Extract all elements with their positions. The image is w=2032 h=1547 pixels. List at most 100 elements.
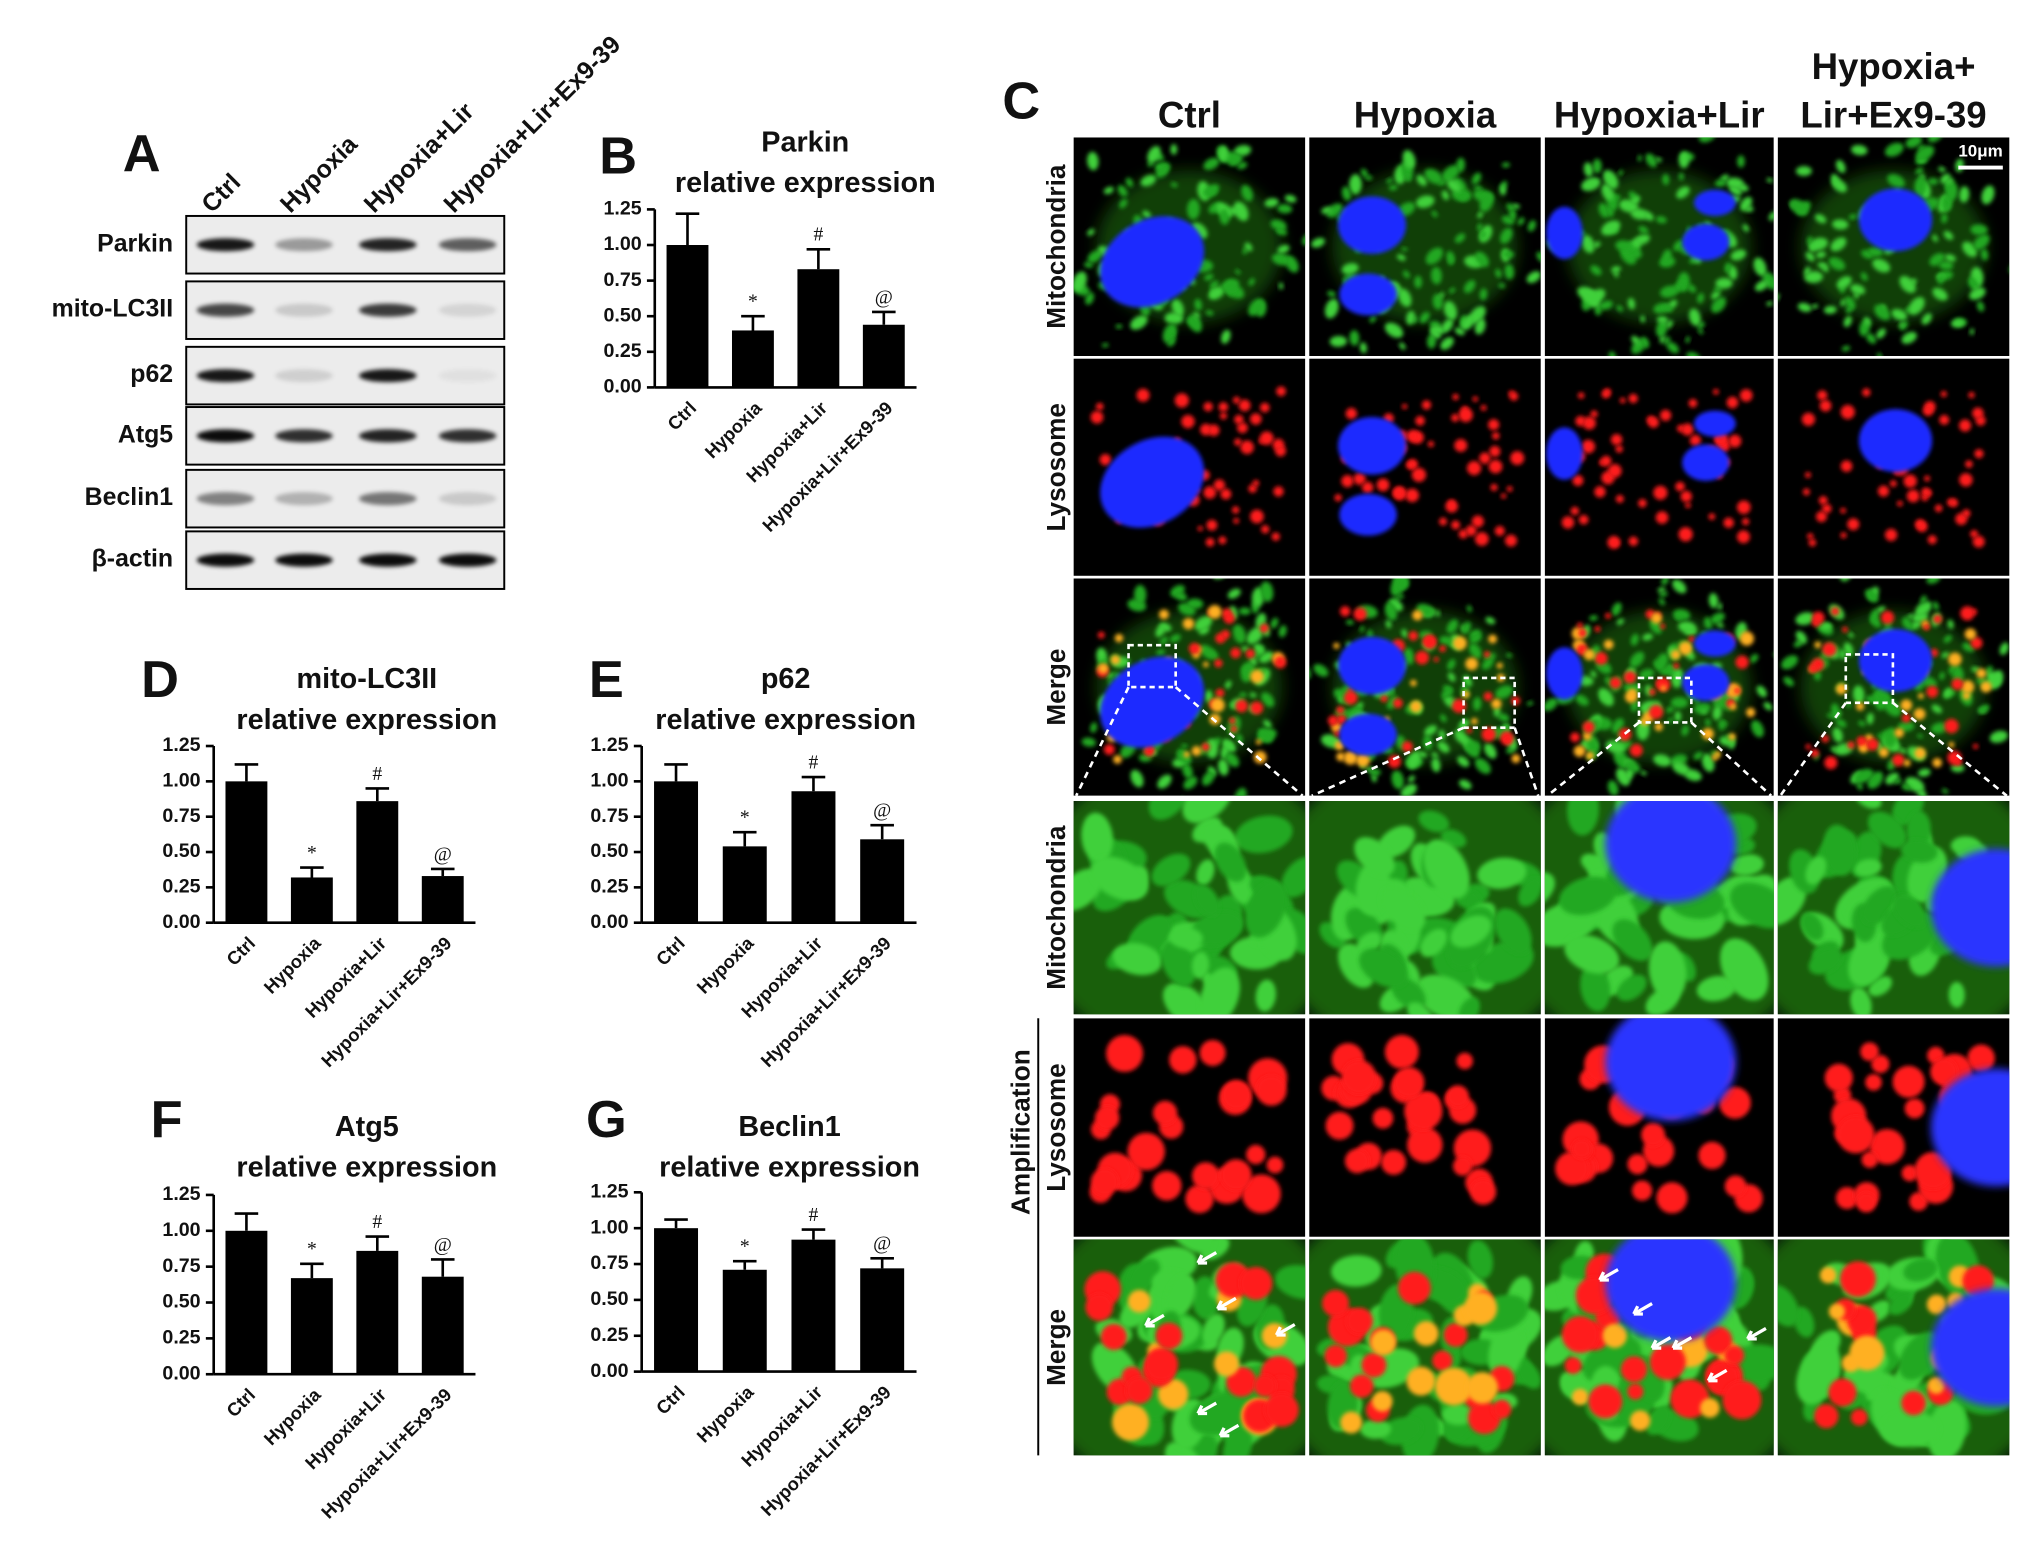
mito-blob [1224, 741, 1236, 753]
mito-blob [1423, 839, 1470, 899]
lyso-blob [1496, 662, 1503, 669]
mito-blob [1877, 352, 1883, 356]
y-tick-label: 1.00 [162, 770, 200, 792]
lyso-blob [1849, 1335, 1885, 1371]
mito-blob [1836, 276, 1852, 289]
error-bar [234, 763, 259, 782]
lyso-blob [1324, 1344, 1347, 1368]
mito-blob [1686, 351, 1701, 356]
mito-blob [1398, 288, 1412, 307]
lyso-blob [1203, 661, 1209, 668]
mito-blob [1090, 856, 1149, 901]
mito-blob [1674, 614, 1682, 621]
mito-blob [1225, 752, 1240, 768]
mito-blob [1989, 730, 2008, 743]
mito-blob [1073, 868, 1103, 911]
lyso-blob [1578, 628, 1587, 638]
mito-blob [1199, 644, 1215, 659]
lyso-blob [1620, 1356, 1648, 1383]
lyso-blob [1341, 1059, 1377, 1095]
mito-blob [1943, 634, 1953, 643]
lyso-blob [1191, 746, 1202, 756]
error-bar [430, 867, 455, 877]
row-label: Mitochondria [1041, 164, 1071, 329]
mito-blob [1222, 1426, 1253, 1456]
mito-blob [1612, 919, 1653, 961]
mito-blob [1724, 262, 1732, 273]
amplification-label: Amplification [1005, 1049, 1035, 1215]
arrow [1196, 1251, 1218, 1265]
arrow [1671, 1336, 1693, 1350]
mito-blob [1835, 718, 1847, 728]
mito-blob [1244, 242, 1253, 252]
mito-blob [1580, 964, 1611, 1012]
lyso-blob [1452, 636, 1467, 651]
error-bar [732, 1259, 757, 1270]
lyso-blob [1824, 756, 1838, 770]
mito-blob [1484, 743, 1497, 759]
lyso-blob [1169, 1046, 1197, 1074]
lyso-blob [1964, 628, 1977, 640]
mito-blob [1635, 234, 1650, 245]
lyso-blob [1724, 1345, 1745, 1366]
mito-blob [1160, 940, 1196, 987]
lyso-blob [1483, 691, 1493, 701]
mito-blob [1359, 342, 1367, 354]
mito-blob [1457, 756, 1470, 767]
lyso-blob [1940, 390, 1947, 398]
mito-blob [1630, 195, 1641, 205]
mito-blob [1730, 882, 1774, 929]
y-tick-label: 0.75 [162, 1255, 200, 1277]
lyso-blob [1628, 536, 1639, 547]
lyso-blob [1491, 698, 1502, 709]
lyso-blob [1334, 494, 1342, 502]
mito-blob [1947, 619, 1954, 630]
lyso-blob [1213, 479, 1226, 491]
lyso-blob [1719, 1086, 1751, 1119]
mito-blob [1843, 642, 1854, 657]
x-tick-label: Hypoxia+Lir+Ex9-39 [317, 1384, 456, 1523]
mito-blob [1914, 176, 1927, 196]
mito-blob [1976, 301, 1985, 312]
mito-blob [1558, 876, 1617, 916]
mito-blob [1894, 778, 1902, 784]
lyso-blob [1601, 389, 1611, 399]
significance-mark: * [748, 292, 758, 313]
lyso-blob [1339, 606, 1351, 617]
lyso-blob [1185, 1184, 1214, 1214]
lyso-blob [1840, 532, 1847, 539]
nucleus [1858, 629, 1933, 692]
blot-band [275, 238, 333, 252]
mito-blob [1183, 776, 1198, 790]
lyso-blob [1325, 1111, 1354, 1140]
mito-blob [1754, 280, 1768, 292]
mito-blob [1349, 174, 1362, 195]
lyso-blob [1570, 732, 1580, 743]
lyso-blob [1458, 529, 1468, 539]
micrograph [1073, 578, 1306, 796]
micrograph [1544, 1018, 1774, 1237]
mito-blob [1367, 629, 1373, 639]
mito-blob [1414, 275, 1423, 289]
lyso-blob [1413, 1321, 1439, 1346]
lyso-blob [1819, 1266, 1837, 1284]
lyso-blob [1678, 527, 1693, 542]
mito-blob [1714, 179, 1727, 187]
mito-blob [1232, 624, 1246, 644]
mito-blob [1441, 1404, 1475, 1425]
lyso-blob [1968, 391, 1975, 399]
mito-blob [1716, 622, 1724, 628]
mito-blob [1876, 328, 1886, 339]
lyso-blob [1660, 409, 1672, 421]
mito-blob [1881, 1410, 1940, 1448]
blot-band [275, 492, 333, 506]
mito-blob [1447, 659, 1456, 670]
mito-blob [1814, 214, 1827, 224]
lyso-blob [1127, 1132, 1165, 1171]
lyso-blob [1561, 516, 1575, 529]
lyso-blob [1231, 506, 1240, 514]
mito-blob [1858, 720, 1866, 727]
mito-blob [1431, 757, 1441, 773]
lyso-blob [1630, 1410, 1651, 1431]
mito-blob [1852, 685, 1865, 704]
